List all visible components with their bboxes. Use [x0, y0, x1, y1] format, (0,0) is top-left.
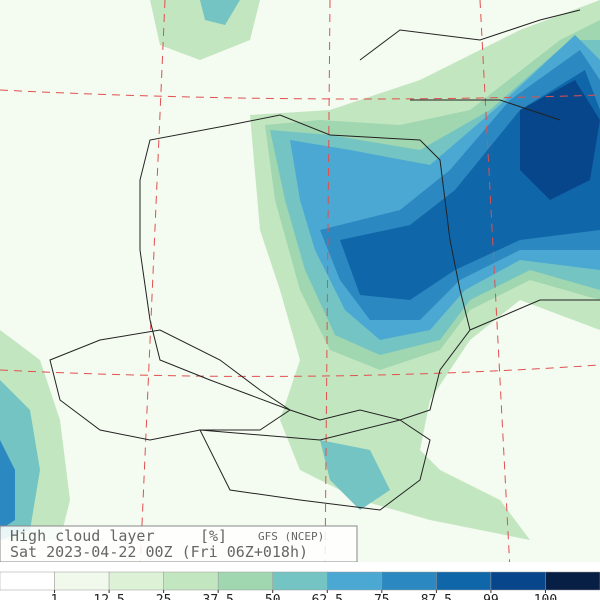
colorbar-label: 12.5	[93, 593, 124, 600]
colorbar-box	[54, 571, 110, 591]
colorbar-label: 25	[156, 593, 172, 600]
colorbar-box	[108, 571, 164, 591]
colorbar-label: 37.5	[203, 593, 234, 600]
colorbar-label: 75	[374, 593, 390, 600]
borders	[49, 9, 600, 511]
colorbar-label: 62.5	[312, 593, 343, 600]
graticule	[0, 0, 600, 571]
colorbar-label: 50	[265, 593, 281, 600]
colorbar-box	[490, 571, 546, 591]
run-time: Sat 2023-04-22 00Z (Fri 06Z+018h)	[10, 543, 308, 561]
colorbar-label: 1	[51, 593, 59, 600]
colorbar-box	[327, 571, 383, 591]
colorbar-label: 99	[483, 593, 499, 600]
colorbar-box	[0, 571, 55, 591]
title: High cloud layer	[10, 527, 155, 545]
colorbar: 1 12.5 25 37.5 50 62.5 75 87.5 99 100	[0, 571, 600, 604]
model: GFS (NCEP)	[258, 530, 324, 543]
colorbar-label: 100	[534, 593, 557, 600]
info-box-frame	[0, 525, 358, 563]
colorbar-label: 87.5	[421, 593, 452, 600]
info-box: High cloud layer [%] GFS (NCEP) Sat 2023…	[0, 525, 358, 563]
colorbar-box	[436, 571, 492, 591]
colorbar-box	[272, 571, 328, 591]
colorbar-box	[381, 571, 437, 591]
colorbar-box	[163, 571, 219, 591]
unit: [%]	[200, 527, 227, 545]
colorbar-box	[545, 571, 600, 591]
colorbar-box	[217, 571, 273, 591]
